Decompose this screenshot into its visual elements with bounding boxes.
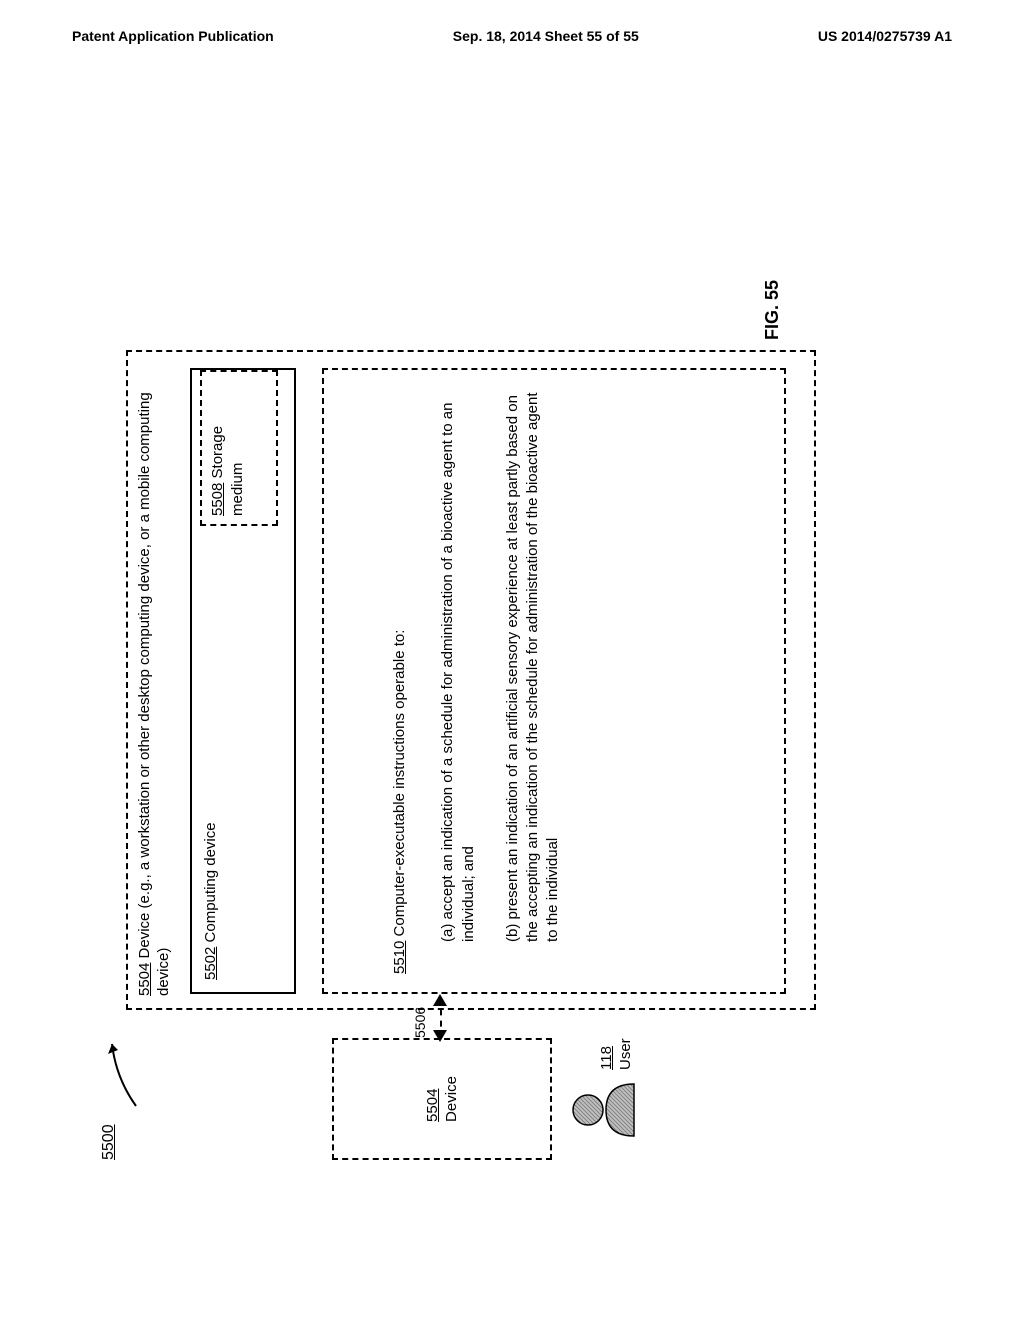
- header-right: US 2014/0275739 A1: [818, 28, 952, 44]
- arrow-icon: [106, 1028, 146, 1108]
- ref-5508: 5508: [209, 483, 226, 516]
- ref-5510: 5510: [391, 941, 408, 974]
- figure-caption: FIG. 55: [762, 280, 783, 340]
- ref-5504-small: 5504: [424, 1089, 441, 1122]
- header-center: Sep. 18, 2014 Sheet 55 of 55: [453, 28, 639, 44]
- header-left: Patent Application Publication: [72, 28, 274, 44]
- user-icon: [568, 1074, 640, 1146]
- arrow-left-icon: [433, 1030, 447, 1042]
- ref-118: 118: [598, 1046, 615, 1070]
- page-header: Patent Application Publication Sep. 18, …: [0, 28, 1024, 44]
- outer-device-text: Device (e.g., a workstation or other des…: [136, 392, 172, 996]
- storage-medium-box: 5508 Storage medium: [200, 370, 278, 526]
- user-text: User: [617, 1038, 634, 1070]
- ref-5502: 5502: [202, 947, 219, 980]
- computing-device-text: Computing device: [202, 822, 219, 946]
- outer-device-box: 5504 Device (e.g., a workstation or othe…: [126, 350, 816, 1010]
- device-small-box: 5504 Device: [332, 1038, 552, 1160]
- user-label: 118 User: [598, 1038, 636, 1070]
- instructions-item-a: (a) accept an indication of a schedule f…: [438, 388, 479, 974]
- instructions-item-b: (b) present an indication of an artifici…: [503, 388, 564, 974]
- figure-55: 5500 5504 Device (e.g., a workstation or…: [100, 160, 820, 1160]
- device-small-label: 5504 Device: [423, 1076, 462, 1122]
- device-small-text: Device: [443, 1076, 460, 1122]
- outer-device-label: 5504 Device (e.g., a workstation or othe…: [136, 364, 174, 996]
- ref-5504-outer: 5504: [136, 963, 153, 996]
- instructions-lead-text: Computer-executable instructions operabl…: [391, 630, 408, 941]
- ref-5500-label: 5500: [100, 1124, 118, 1160]
- ref-5500-number: 5500: [100, 1124, 117, 1160]
- arrow-right-icon: [433, 994, 447, 1006]
- storage-text-b: medium: [229, 463, 246, 516]
- instructions-box: 5510 Computer-executable instructions op…: [322, 368, 786, 994]
- ref-5506: 5506: [412, 1007, 428, 1038]
- storage-text-a: Storage: [209, 426, 226, 483]
- instructions-lead: 5510 Computer-executable instructions op…: [390, 388, 410, 974]
